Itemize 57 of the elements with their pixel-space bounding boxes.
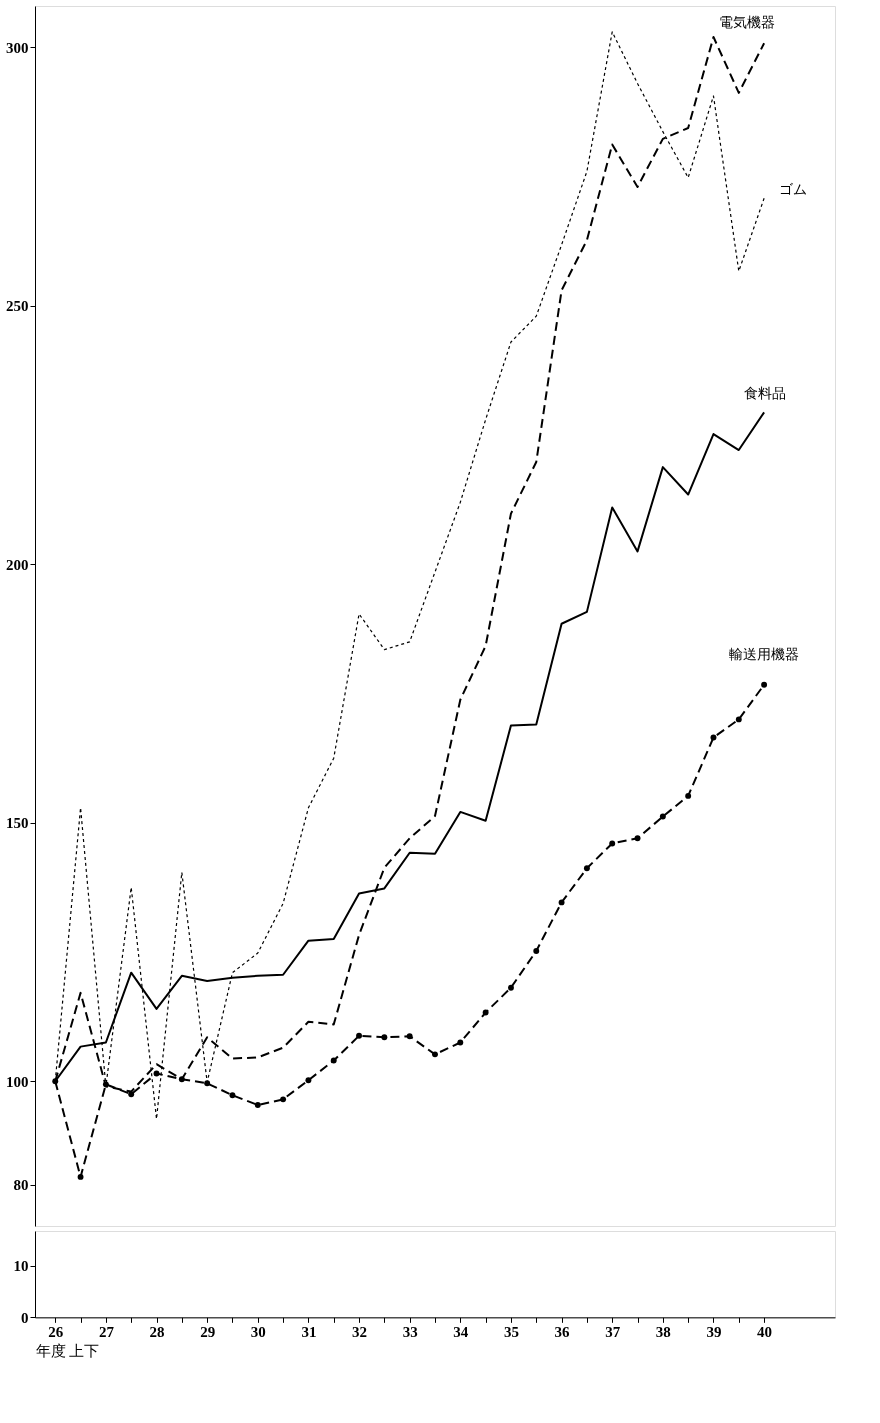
point bbox=[406, 1033, 413, 1040]
point bbox=[254, 1102, 261, 1108]
x-tick-label: 28 bbox=[149, 1323, 165, 1340]
point bbox=[634, 835, 641, 842]
x-tick-label: 35 bbox=[503, 1323, 519, 1340]
y-tick-label: 250 bbox=[6, 298, 29, 315]
x-tick-label: 40 bbox=[757, 1323, 773, 1340]
x-axis-title: 年度 上下 bbox=[35, 1342, 100, 1359]
y-tick-label: 0 bbox=[21, 1309, 29, 1326]
x-tick-label: 27 bbox=[98, 1323, 115, 1340]
point bbox=[356, 1032, 363, 1039]
x-tick-label: 26 bbox=[48, 1323, 64, 1340]
y-tick-label: 150 bbox=[6, 815, 29, 832]
point bbox=[229, 1092, 236, 1099]
point bbox=[659, 813, 666, 820]
point bbox=[507, 984, 514, 991]
point bbox=[77, 1173, 84, 1180]
x-tick-label: 38 bbox=[655, 1323, 671, 1340]
y-tick-label: 80 bbox=[13, 1177, 29, 1194]
y-tick-label: 10 bbox=[13, 1258, 29, 1275]
x-tick-label: 31 bbox=[301, 1323, 317, 1340]
x-tick-label: 33 bbox=[402, 1323, 418, 1340]
series-label: 食料品 bbox=[744, 385, 787, 402]
point bbox=[710, 734, 717, 741]
point bbox=[153, 1070, 160, 1077]
point bbox=[735, 716, 742, 723]
point bbox=[558, 899, 565, 906]
point bbox=[533, 948, 540, 954]
text: 輸送用機器 bbox=[729, 645, 800, 662]
point bbox=[609, 840, 616, 847]
point bbox=[330, 1057, 337, 1064]
x-tick-label: 29 bbox=[200, 1323, 216, 1340]
point bbox=[685, 792, 692, 799]
series-label: ゴム bbox=[779, 181, 808, 198]
point bbox=[128, 1091, 135, 1098]
point bbox=[457, 1039, 464, 1046]
point bbox=[381, 1034, 388, 1041]
x-tick-label: 30 bbox=[250, 1323, 266, 1340]
point bbox=[178, 1076, 185, 1083]
y-tick-label: 200 bbox=[6, 556, 29, 573]
point bbox=[583, 865, 590, 872]
point bbox=[432, 1051, 438, 1058]
series-label: 電気機器 bbox=[719, 14, 776, 31]
point bbox=[102, 1081, 109, 1088]
y-tick-label: 100 bbox=[6, 1073, 29, 1090]
point bbox=[280, 1096, 287, 1103]
y-tick-label: 300 bbox=[6, 39, 29, 56]
point bbox=[305, 1077, 312, 1084]
point bbox=[761, 681, 768, 688]
point bbox=[52, 1078, 59, 1085]
point bbox=[482, 1009, 489, 1016]
point bbox=[204, 1080, 211, 1087]
x-tick-label: 37 bbox=[605, 1323, 621, 1340]
x-tick-label: 36 bbox=[554, 1323, 571, 1340]
x-tick-label: 32 bbox=[352, 1323, 368, 1340]
x-tick-label: 34 bbox=[453, 1323, 469, 1340]
x-tick-label: 39 bbox=[706, 1323, 722, 1340]
